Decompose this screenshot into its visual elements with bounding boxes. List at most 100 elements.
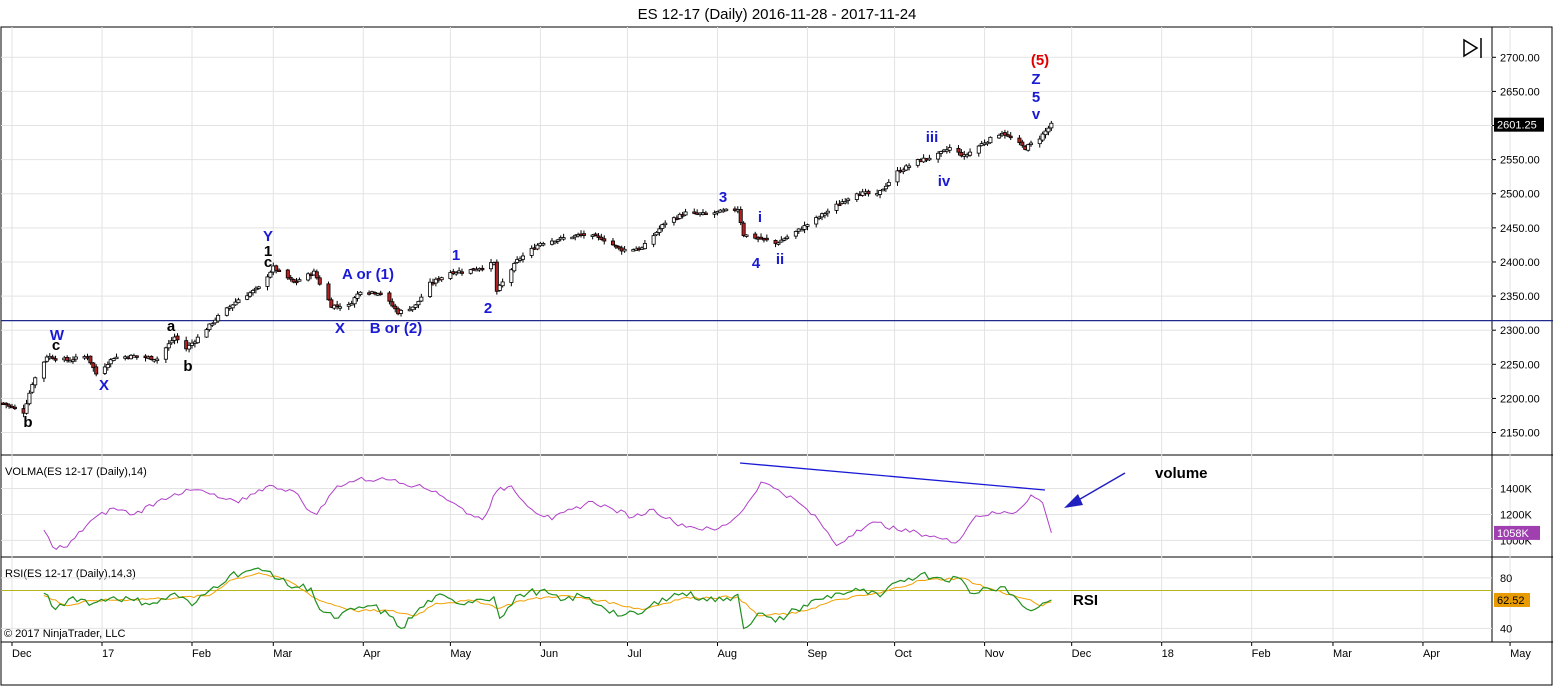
wave-label: v (1032, 106, 1041, 123)
candle-body (256, 286, 261, 289)
wave-label: X (99, 377, 109, 394)
date-tick-label: Aug (717, 648, 737, 660)
chart-frame (0, 26, 1553, 686)
candle-body (253, 287, 258, 291)
candle-body (927, 157, 932, 161)
candle-body (297, 279, 302, 282)
candle-body (27, 392, 32, 405)
wave-label: c (52, 337, 60, 354)
candle-body (4, 402, 9, 406)
candle-body (91, 362, 96, 369)
candle-body (814, 217, 819, 225)
wave-label: iii (926, 129, 939, 146)
candle-body (213, 319, 218, 324)
date-tick-label: Mar (273, 648, 292, 660)
candle-body (880, 188, 885, 192)
candle-body (764, 237, 769, 241)
rsi-line (43, 567, 1052, 630)
wave-label: 5 (1032, 89, 1040, 106)
candle-body (895, 170, 900, 183)
candle-body (825, 210, 830, 214)
candle-body (50, 356, 55, 359)
candle-body (210, 323, 215, 326)
price-tick-label: 2300.00 (1500, 325, 1540, 337)
candle-body (802, 225, 807, 230)
price-tick-label: 2200.00 (1500, 393, 1540, 405)
wave-label: X (335, 320, 345, 337)
date-tick-label: May (450, 648, 471, 660)
candle-body (622, 248, 627, 252)
candle-body (866, 190, 871, 195)
date-tick-label: Apr (1423, 648, 1440, 660)
date-tick-label: 17 (102, 648, 114, 660)
candle-body (1020, 141, 1025, 146)
candle-body (512, 263, 517, 272)
price-tick-label: 2250.00 (1500, 359, 1540, 371)
candle-body (250, 290, 255, 294)
candle-body (1026, 144, 1031, 151)
candle-body (1017, 137, 1022, 143)
candle-body (785, 236, 790, 239)
price-tick-label: 2650.00 (1500, 86, 1540, 98)
candle-body (416, 301, 421, 306)
candle-body (753, 233, 758, 239)
rsi-tick-label: 40 (1500, 623, 1512, 635)
candle-body (782, 238, 787, 241)
price-axis: 2150.00 2200.00 2250.00 2300.00 2350.00 2400.… (1492, 52, 1544, 440)
price-tick-label: 2450.00 (1500, 223, 1540, 235)
candle-body (94, 366, 99, 375)
candle-body (53, 358, 58, 361)
candle-body (236, 299, 241, 304)
date-axis: Dec 17 Feb Mar Apr May Jun Jul Aug Sep Oct Nov Dec 18… (11, 642, 1531, 660)
candle-body (1037, 138, 1042, 145)
wave-label: W (50, 327, 65, 344)
candle-body (846, 198, 851, 201)
candle-body (175, 335, 180, 341)
candle-body (314, 271, 319, 279)
candle-body (169, 340, 174, 344)
candle-body (454, 272, 459, 275)
candle-body (596, 235, 601, 238)
candle-body (349, 303, 354, 306)
candle-body (268, 271, 273, 278)
price-candles (1, 120, 1054, 418)
date-tick-label: Dec (1072, 648, 1092, 660)
candle-body (541, 243, 546, 246)
candle-body (12, 406, 17, 410)
candle-body (593, 233, 598, 236)
candle-body (509, 269, 514, 283)
candle-body (410, 306, 415, 311)
candle-body (738, 209, 743, 223)
candle-body (468, 269, 473, 274)
candle-body (33, 377, 38, 386)
candle-body (44, 356, 49, 362)
rsi-title: RSI(ES 12-17 (Daily),14,3) (5, 568, 136, 580)
candle-body (1002, 132, 1007, 136)
candle-body (224, 307, 229, 316)
candle-body (947, 147, 952, 151)
skip-to-end-icon[interactable] (1463, 38, 1482, 58)
candle-body (288, 277, 293, 280)
candle-body (497, 284, 502, 291)
candle-body (88, 355, 93, 364)
candle-body (105, 364, 110, 369)
date-tick-label: Mar (1333, 648, 1352, 660)
volma-tick-label: 1400K (1500, 484, 1532, 496)
candle-body (837, 203, 842, 207)
candle-body (997, 134, 1002, 139)
candle-body (428, 281, 433, 297)
wave-label: c (264, 254, 272, 271)
candle-body (335, 304, 340, 307)
candle-body (338, 306, 343, 309)
candle-body (329, 299, 334, 308)
candle-body (393, 305, 398, 310)
candle-body (854, 193, 859, 200)
rsi-last-label: 62.52 (1497, 595, 1525, 607)
candle-body (988, 136, 993, 144)
volma-line (43, 476, 1052, 551)
candle-body (555, 239, 560, 242)
copyright: © 2017 NinjaTrader, LLC (4, 628, 125, 640)
candle-body (73, 356, 78, 360)
candle-body (561, 237, 566, 240)
